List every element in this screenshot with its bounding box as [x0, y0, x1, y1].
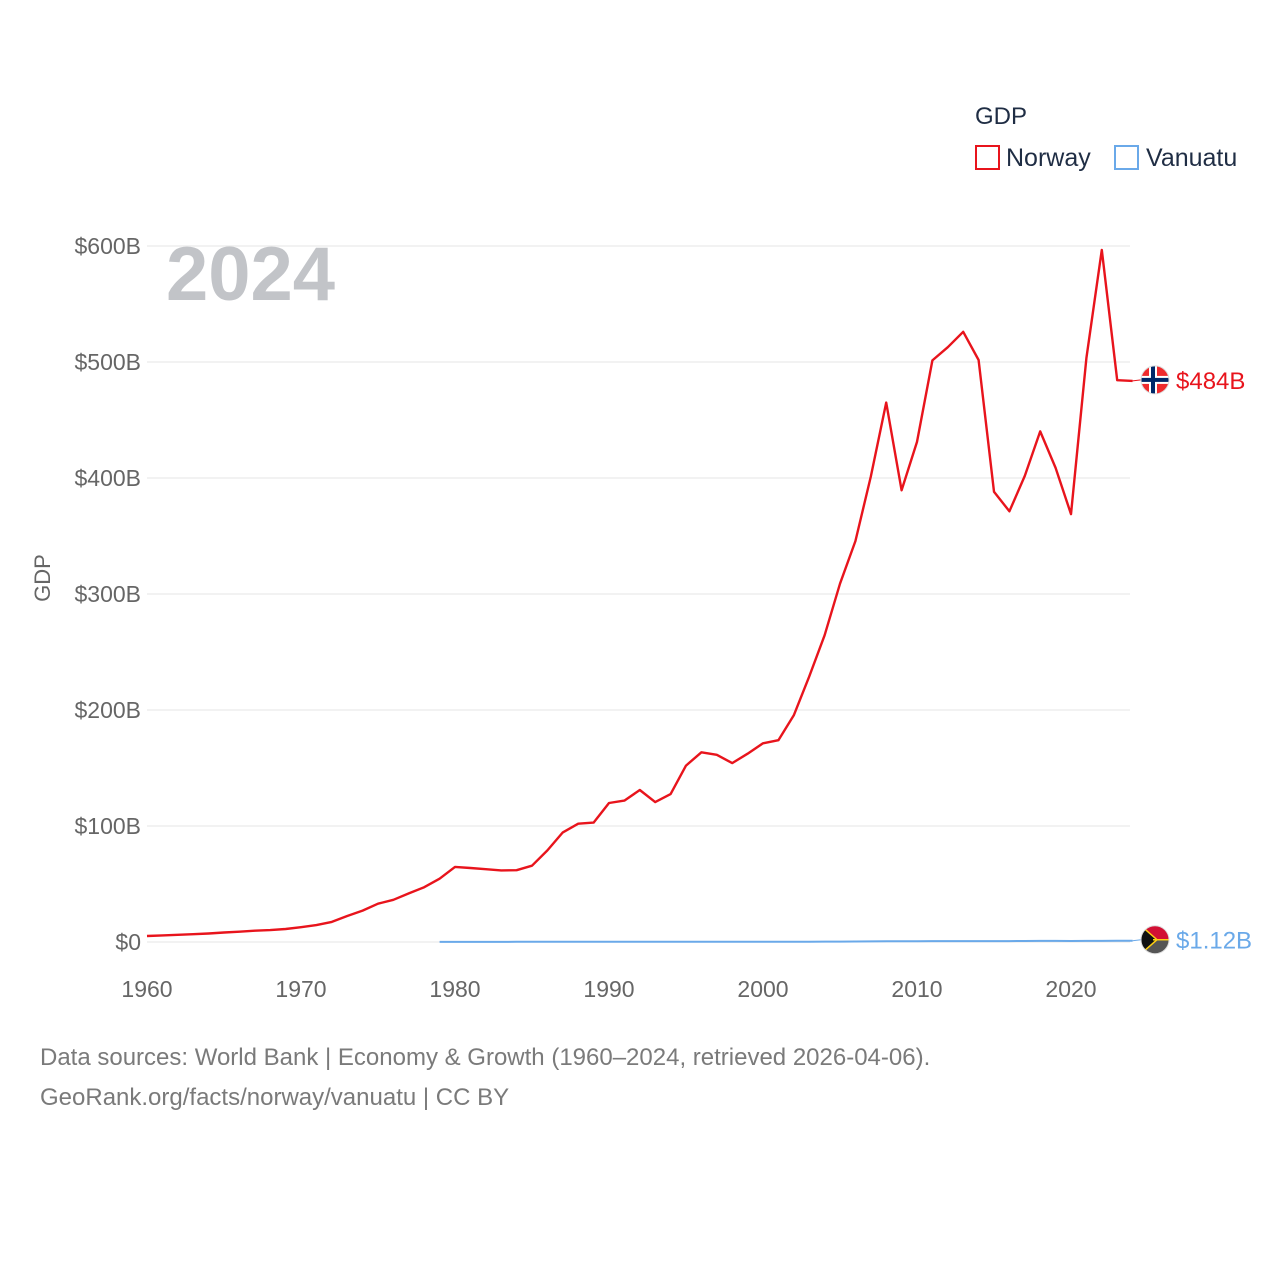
x-tick-label: 1970	[275, 976, 326, 1002]
legend-label-vanuatu: Vanuatu	[1146, 144, 1237, 172]
legend-swatch-norway	[975, 145, 1000, 170]
x-axis-ticks: 1960 1970 1980 1990 2000 2010 2020	[121, 976, 1096, 1002]
x-tick-label: 1990	[583, 976, 634, 1002]
y-tick-label: $0	[115, 929, 141, 955]
y-tick-label: $400B	[74, 465, 141, 491]
norway-flag-icon	[1140, 365, 1170, 395]
legend-title: GDP	[975, 103, 1027, 130]
x-tick-label: 1980	[429, 976, 480, 1002]
footer-sources: Data sources: World Bank | Economy & Gro…	[40, 1044, 931, 1071]
end-markers: $484B $1.12B	[1132, 365, 1252, 955]
series-lines	[146, 248, 1133, 943]
y-axis-title: GDP	[30, 554, 55, 602]
legend-item-norway[interactable]: Norway	[975, 144, 1091, 172]
end-label-vanuatu: $1.12B	[1176, 928, 1252, 955]
x-tick-label: 1960	[121, 976, 172, 1002]
y-tick-label: $300B	[74, 581, 141, 607]
connector-norway	[1132, 379, 1142, 382]
legend-swatch-vanuatu	[1114, 145, 1139, 170]
y-tick-label: $100B	[74, 813, 141, 839]
legend-label-norway: Norway	[1006, 144, 1091, 172]
series-line-norway	[146, 248, 1133, 938]
series-line-vanuatu	[439, 939, 1133, 943]
year-label: 2024	[166, 232, 335, 317]
y-tick-label: $600B	[74, 233, 141, 259]
legend[interactable]: GDP Norway Vanuatu	[975, 103, 1237, 172]
vanuatu-flag-icon	[1140, 925, 1170, 955]
y-tick-label: $200B	[74, 697, 141, 723]
legend-item-vanuatu[interactable]: Vanuatu	[1114, 144, 1237, 172]
footer-link: GeoRank.org/facts/norway/vanuatu | CC BY	[40, 1084, 510, 1111]
grid	[147, 245, 1130, 943]
x-tick-label: 2010	[891, 976, 942, 1002]
y-axis-ticks: $0 $100B $200B $300B $400B $500B $600B	[74, 233, 141, 955]
end-label-norway: $484B	[1176, 368, 1245, 395]
connector-vanuatu	[1132, 939, 1142, 942]
x-tick-label: 2000	[737, 976, 788, 1002]
y-tick-label: $500B	[74, 349, 141, 375]
x-tick-label: 2020	[1045, 976, 1096, 1002]
